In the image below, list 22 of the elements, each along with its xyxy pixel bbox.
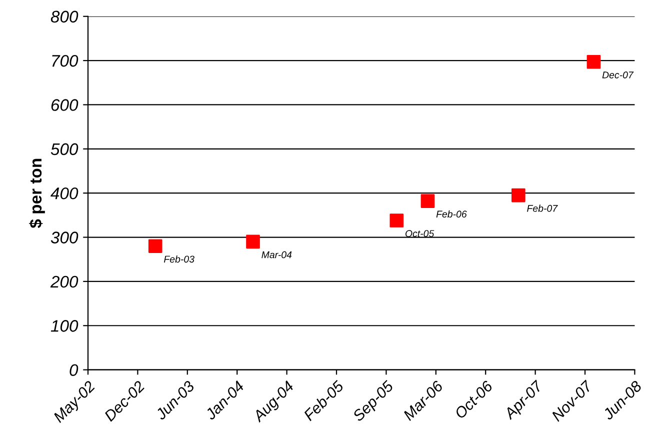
annotation: Oct-05: [406, 230, 434, 237]
annotation: Dec-07: [602, 71, 634, 78]
point: [586, 54, 601, 69]
y-tick-label: 400: [50, 187, 78, 200]
y-tick-label: 600: [51, 99, 78, 111]
annotation: Mar-04: [262, 251, 292, 258]
y-tick-label: 500: [50, 143, 78, 156]
point: [148, 239, 162, 254]
y-tick-label: 800: [50, 10, 78, 23]
y-tick-label: 300: [50, 232, 78, 244]
point: [246, 234, 260, 249]
y-tick-label: 700: [52, 54, 78, 67]
point: [390, 214, 404, 228]
annotation: Feb-03: [164, 255, 194, 263]
point: [512, 188, 526, 202]
annotation: Feb-07: [527, 204, 558, 212]
y-tick-label: 200: [50, 276, 78, 288]
annotation: Feb-06: [436, 210, 467, 218]
point: [420, 194, 435, 208]
y-axis-title: $ per ton: [29, 158, 45, 228]
y-tick-label: 0: [70, 364, 78, 376]
y-tick-label: 100: [50, 320, 78, 332]
